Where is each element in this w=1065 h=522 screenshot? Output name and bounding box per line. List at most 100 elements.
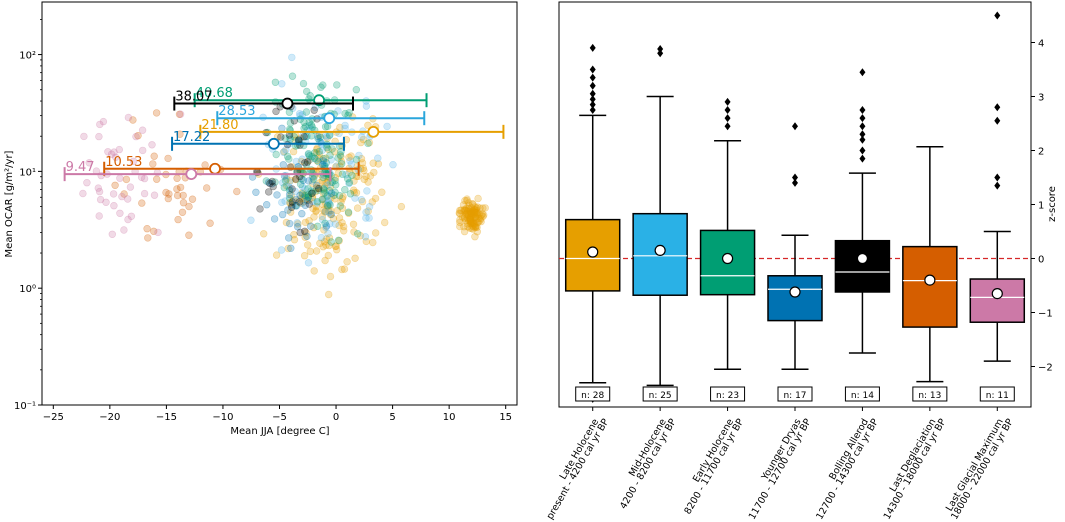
mean-marker (281, 97, 294, 110)
scatter-point (296, 180, 305, 189)
scatter-point (286, 194, 294, 203)
scatter-point (262, 177, 270, 185)
scatter-point (153, 175, 161, 183)
scatter-point (329, 215, 338, 223)
scatter-point (301, 159, 309, 167)
mean-marker (654, 244, 666, 256)
scatter-point (327, 238, 335, 246)
outlier-marker (589, 65, 596, 74)
n-count-badge: n: 25 (642, 386, 678, 402)
scatter-point (315, 184, 323, 193)
scatter-point (337, 148, 345, 156)
scatter-point (338, 219, 346, 227)
scatter-point (309, 197, 317, 206)
scatter-point (206, 219, 214, 227)
scatter-point (289, 147, 298, 156)
scatter-point (470, 208, 479, 216)
scatter-point (334, 107, 342, 115)
scatter-point (333, 81, 341, 89)
scatter-point (303, 196, 311, 205)
scatter-point (326, 201, 334, 209)
scatter-point (282, 218, 291, 227)
scatter-point (290, 133, 298, 141)
scatter-point (292, 157, 300, 166)
scatter-point (188, 195, 197, 203)
x-tick-label: −20 (99, 412, 120, 423)
scatter-point (148, 141, 156, 149)
n-count-label: n: 13 (918, 391, 941, 401)
scatter-point (477, 214, 485, 223)
scatter-point (304, 193, 312, 201)
scatter-point (298, 155, 306, 163)
scatter-point (272, 251, 281, 259)
scatter-point (364, 178, 372, 186)
scatter-y-ticks: 10⁻¹ 10⁰ 10¹ 10² (14, 19, 42, 412)
scatter-point (334, 154, 342, 162)
scatter-point (463, 208, 472, 216)
scatter-point (374, 154, 382, 162)
scatter-point (472, 204, 480, 212)
scatter-point (355, 151, 363, 160)
scatter-point (471, 223, 480, 231)
scatter-point (285, 191, 294, 199)
scatter-point (468, 211, 477, 220)
scatter-point (331, 220, 339, 228)
scatter-point (152, 109, 161, 117)
scatter-point (302, 108, 311, 116)
scatter-point (468, 209, 476, 217)
scatter-point (291, 202, 300, 210)
scatter-point (471, 206, 480, 214)
scatter-point (311, 187, 320, 196)
scatter-point (328, 145, 336, 153)
scatter-point (354, 230, 362, 238)
scatter-point (313, 156, 321, 165)
mean-value-label: 28.53 (218, 104, 255, 119)
scatter-point (336, 202, 344, 210)
scatter-point (302, 193, 310, 201)
scatter-point (369, 238, 377, 247)
mean-marker (587, 246, 599, 258)
scatter-point (324, 191, 332, 200)
scatter-point (203, 184, 211, 192)
scatter-point (176, 110, 185, 118)
scatter-point (456, 218, 464, 227)
scatter-point (173, 185, 181, 193)
scatter-point (470, 212, 478, 220)
scatter-point (318, 212, 326, 221)
outlier-marker (589, 43, 596, 52)
scatter-point (185, 231, 193, 239)
scatter-point (319, 200, 327, 209)
scatter-point (331, 242, 339, 250)
scatter-point (464, 212, 473, 220)
scatter-point (322, 235, 331, 243)
outlier-marker (792, 178, 798, 187)
errorbar-early-holocene: 40.68 (193, 86, 428, 108)
scatter-point (470, 220, 478, 228)
scatter-point (360, 175, 368, 184)
box-body (902, 245, 958, 328)
scatter-point (350, 177, 358, 185)
scatter-point (340, 265, 349, 273)
scatter-point (352, 85, 360, 94)
scatter-point (333, 206, 341, 215)
scatter-point (359, 135, 368, 144)
scatter-point (462, 207, 470, 215)
box-plots: n: 28 n: 25 n: 23 n: 17 n: 14 n: 13 n: 11 (564, 11, 1026, 403)
n-count-label: n: 17 (783, 391, 806, 401)
scatter-point (462, 216, 470, 225)
scatter-point (283, 152, 292, 161)
scatter-point (455, 209, 463, 217)
scatter-point (288, 53, 296, 62)
scatter-point (330, 191, 338, 199)
scatter-point (311, 149, 319, 157)
scatter-point (296, 109, 304, 118)
box-y-label: z-score (1047, 186, 1058, 222)
scatter-point (271, 78, 280, 87)
scatter-point (286, 198, 294, 207)
scatter-point (397, 202, 406, 211)
scatter-point (286, 219, 294, 228)
scatter-point (301, 185, 309, 193)
scatter-point (304, 193, 313, 201)
